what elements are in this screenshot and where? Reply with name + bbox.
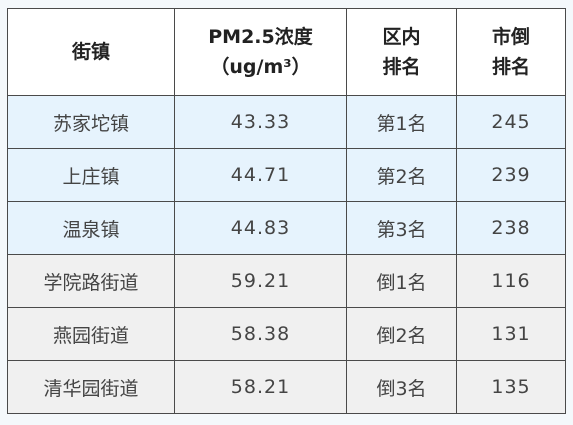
header-town-label: 街镇 <box>71 41 110 63</box>
cell-town: 苏家坨镇 <box>7 95 175 149</box>
cell-pm25: 59.21 <box>174 254 347 308</box>
cell-pm25: 44.83 <box>174 201 347 255</box>
cell-city-rank: 116 <box>456 254 566 308</box>
cell-district-rank: 倒3名 <box>346 360 457 414</box>
header-city-rank-line2: 排名 <box>491 56 530 78</box>
table-header: 街镇 PM2.5浓度 （ug/m³） 区内 排名 市倒 排名 <box>7 8 566 96</box>
cell-city-rank: 135 <box>456 360 566 414</box>
cell-town: 学院路街道 <box>7 254 175 308</box>
cell-city-rank: 239 <box>456 148 566 202</box>
cell-town: 清华园街道 <box>7 360 175 414</box>
header-district-rank-line2: 排名 <box>382 56 421 78</box>
cell-district-rank: 倒2名 <box>346 307 457 361</box>
cell-district-rank: 倒1名 <box>346 254 457 308</box>
header-district-rank: 区内 排名 <box>346 8 457 96</box>
header-town: 街镇 <box>7 8 175 96</box>
cell-town: 燕园街道 <box>7 307 175 361</box>
header-pm25: PM2.5浓度 （ug/m³） <box>174 8 347 96</box>
table-row: 学院路街道 59.21 倒1名 116 <box>7 254 566 308</box>
pm25-ranking-table: 街镇 PM2.5浓度 （ug/m³） 区内 排名 市倒 排名 苏家坨镇 4 <box>7 8 566 414</box>
cell-district-rank: 第3名 <box>346 201 457 255</box>
cell-district-rank: 第2名 <box>346 148 457 202</box>
cell-town: 上庄镇 <box>7 148 175 202</box>
cell-city-rank: 131 <box>456 307 566 361</box>
header-pm25-unit: （ug/m³） <box>210 56 311 78</box>
table-row: 温泉镇 44.83 第3名 238 <box>7 201 566 255</box>
cell-city-rank: 238 <box>456 201 566 255</box>
cell-city-rank: 245 <box>456 95 566 149</box>
header-city-rank: 市倒 排名 <box>456 8 566 96</box>
cell-pm25: 58.21 <box>174 360 347 414</box>
table-body: 苏家坨镇 43.33 第1名 245 上庄镇 44.71 第2名 239 温泉镇… <box>7 95 566 414</box>
cell-pm25: 43.33 <box>174 95 347 149</box>
header-district-rank-line1: 区内 <box>382 26 421 48</box>
table-row: 上庄镇 44.71 第2名 239 <box>7 148 566 202</box>
cell-pm25: 44.71 <box>174 148 347 202</box>
table-row: 苏家坨镇 43.33 第1名 245 <box>7 95 566 149</box>
cell-town: 温泉镇 <box>7 201 175 255</box>
header-row: 街镇 PM2.5浓度 （ug/m³） 区内 排名 市倒 排名 <box>7 8 566 96</box>
header-pm25-label: PM2.5浓度 <box>208 26 313 48</box>
table-row: 清华园街道 58.21 倒3名 135 <box>7 360 566 414</box>
cell-district-rank: 第1名 <box>346 95 457 149</box>
table-row: 燕园街道 58.38 倒2名 131 <box>7 307 566 361</box>
cell-pm25: 58.38 <box>174 307 347 361</box>
header-city-rank-line1: 市倒 <box>491 26 530 48</box>
